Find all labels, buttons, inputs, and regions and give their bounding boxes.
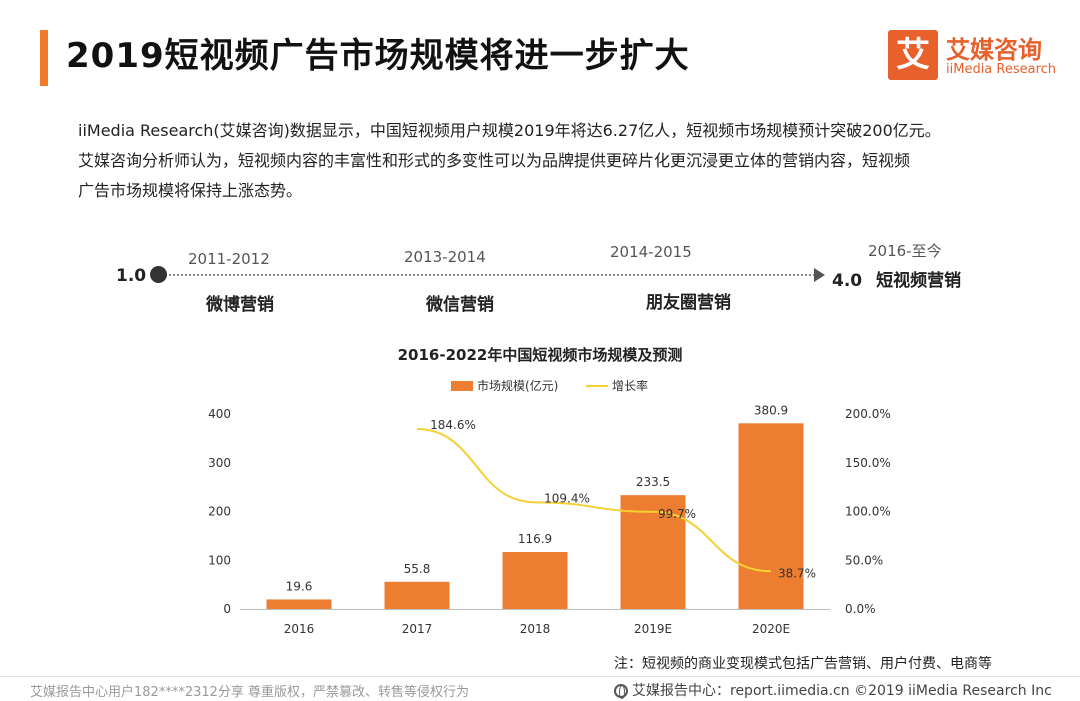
growth-rate-label: 109.4% (544, 491, 590, 505)
legend-label: 市场规模(亿元) (477, 378, 558, 393)
y-right-tick-label: 100.0% (845, 505, 891, 519)
y-right-tick-label: 50.0% (845, 553, 883, 567)
intro-line: iiMedia Research(艾媒咨询)数据显示，中国短视频用户规模2019… (78, 121, 941, 140)
growth-rate-label: 99.7% (658, 507, 696, 521)
bar-value-label: 233.5 (636, 475, 670, 489)
chart-title: 2016-2022年中国短视频市场规模及预测 (397, 346, 683, 364)
timeline-stage-years: 2011-2012 (188, 250, 270, 268)
page-title: 2019短视频广告市场规模将进一步扩大 (66, 36, 690, 76)
market-size-chart: 市场规模(亿元) 增长率 0 100 200 300 400 0.0% 50.0% 100.0% 1… (208, 378, 891, 636)
timeline-stage-name: 微博营销 (206, 295, 274, 315)
y-left-tick-label: 200 (208, 505, 231, 519)
timeline-stage-name: 朋友圈营销 (646, 293, 731, 313)
y-left-tick-label: 100 (208, 553, 231, 567)
growth-rate-line (416, 428, 772, 573)
intro-paragraph: iiMedia Research(艾媒咨询)数据显示，中国短视频用户规模2019… (78, 116, 1038, 206)
bar (502, 552, 568, 609)
timeline-stage-name: 微信营销 (426, 295, 494, 315)
y-right-tick-label: 200.0% (845, 407, 891, 421)
timeline-end: 4.0 短视频营销 (832, 266, 961, 291)
footer-divider (0, 676, 1080, 677)
logo-mark: 艾 (888, 30, 938, 80)
bar-value-label: 380.9 (754, 403, 788, 417)
bar-value-label: 19.6 (286, 579, 313, 593)
timeline-stage-years: 2014-2015 (610, 243, 692, 261)
y-left-tick-label: 300 (208, 456, 231, 470)
bar-value-label: 116.9 (518, 532, 552, 546)
growth-rate-label: 38.7% (778, 566, 816, 580)
timeline-end-label: 4.0 (832, 271, 863, 291)
x-tick-label: 2016 (284, 622, 315, 636)
x-tick-label: 2018 (520, 622, 551, 636)
intro-line: 艾媒咨询分析师认为，短视频内容的丰富性和形式的多变性可以为品牌提供更碎片化更沉浸… (78, 151, 911, 170)
timeline-start-dot (150, 266, 167, 283)
logo-name-cn: 艾媒咨询 (946, 36, 1042, 64)
timeline-start-label: 1.0 (116, 266, 147, 286)
footer-source-text: 艾媒报告中心：report.iimedia.cn ©2019 iiMedia R… (632, 683, 1052, 699)
timeline-stage-years: 2013-2014 (404, 248, 486, 266)
globe-icon (614, 684, 628, 699)
intro-line: 广告市场规模将保持上涨态势。 (78, 181, 303, 200)
footer-copyright-notice: 艾媒报告中心用户182****2312分享 尊重版权，严禁篡改、转售等侵权行为 (30, 685, 470, 700)
timeline-arrow-icon (814, 268, 825, 282)
y-left-tick-label: 0 (223, 602, 231, 616)
bar (738, 423, 804, 609)
timeline-end-years: 2016-至今 (868, 242, 942, 260)
bar-value-label: 55.8 (404, 562, 431, 576)
legend-label: 增长率 (612, 378, 648, 393)
bar (266, 599, 332, 609)
y-left-tick-label: 400 (208, 407, 231, 421)
x-tick-label: 2020E (752, 622, 790, 636)
x-tick-label: 2019E (634, 622, 672, 636)
logo-name-en: iiMedia Research (946, 62, 1057, 77)
footer-source: 艾媒报告中心：report.iimedia.cn ©2019 iiMedia R… (614, 680, 1052, 700)
timeline-axis (158, 274, 818, 276)
timeline-end-name: 短视频营销 (876, 271, 962, 291)
legend-swatch-bar (451, 381, 473, 391)
y-right-tick-label: 150.0% (845, 456, 891, 470)
bar (384, 581, 450, 609)
title-accent-bar (40, 30, 48, 86)
x-tick-label: 2017 (402, 622, 433, 636)
chart-footnote: 注：短视频的商业变现模式包括广告营销、用户付费、电商等 (614, 656, 992, 672)
iimedia-logo: 艾 艾媒咨询 iiMedia Research (888, 30, 1068, 80)
y-right-tick-label: 0.0% (845, 602, 876, 616)
growth-rate-label: 184.6% (430, 418, 476, 432)
